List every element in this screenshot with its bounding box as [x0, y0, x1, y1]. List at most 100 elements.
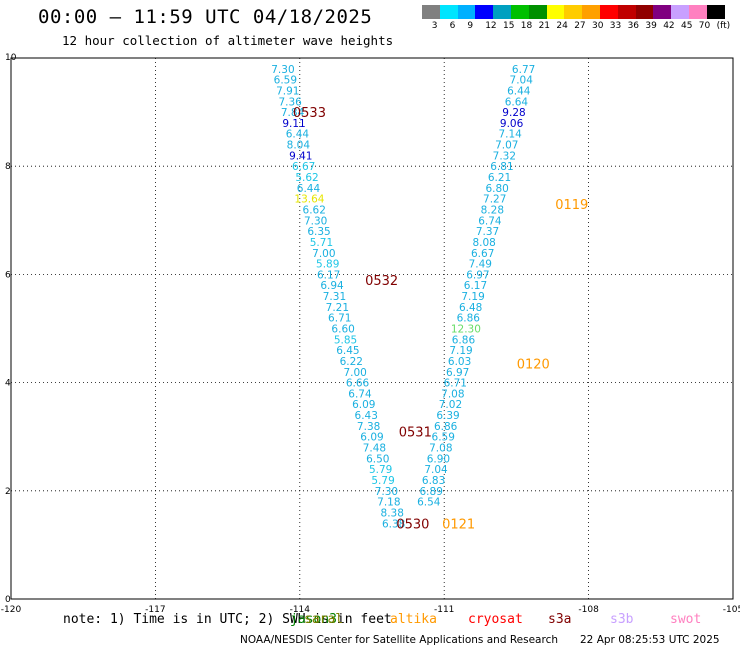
scale-swatch [511, 5, 530, 19]
data-point: 7.31 [323, 291, 346, 303]
data-point: 6.71 [328, 313, 351, 325]
data-point: 6.83 [422, 475, 445, 487]
data-point: 7.38 [357, 421, 380, 433]
data-point: 6.21 [488, 172, 511, 184]
x-tick-label: -105 [723, 605, 740, 615]
data-point: 9.28 [502, 107, 525, 119]
chart-title: 00:00 – 11:59 UTC 04/18/2025 [38, 6, 373, 28]
y-tick-label: 8 [5, 162, 11, 172]
data-point: 7.08 [429, 443, 452, 455]
scale-swatch [653, 5, 672, 19]
satellite-swot: swot [670, 612, 702, 627]
scale-label: 21 [538, 21, 551, 31]
y-tick-label: 4 [5, 379, 11, 389]
data-point: 6.35 [307, 226, 330, 238]
scale-swatch [546, 5, 565, 19]
data-point: 5.71 [310, 237, 333, 249]
y-tick-label: 0 [5, 595, 11, 605]
scale-swatch [493, 5, 512, 19]
scale-swatch [617, 5, 637, 19]
data-point: 5.62 [295, 172, 318, 184]
scale-label: 12 [485, 21, 497, 31]
data-point: 6.22 [340, 356, 363, 368]
satellite-s3b: s3b [610, 612, 634, 627]
data-point: 6.90 [427, 453, 450, 465]
data-point: 7.07 [495, 140, 518, 152]
scale-label: 30 [591, 21, 604, 31]
data-point: 8.28 [481, 204, 504, 216]
footer-timestamp: 22 Apr 08:25:53 UTC 2025 [580, 634, 720, 646]
data-point: 7.19 [449, 345, 472, 357]
scale-swatch [582, 5, 601, 19]
data-point: 6.86 [457, 313, 481, 325]
data-point: 6.97 [446, 367, 469, 379]
scale-label: (ft) [716, 21, 731, 31]
scale-label: 24 [556, 21, 568, 31]
x-tick-label: -120 [1, 605, 22, 615]
x-tick-label: -108 [578, 605, 599, 615]
data-point: 5.79 [369, 464, 392, 476]
data-point: 7.30 [304, 215, 327, 227]
data-point: 6.45 [336, 345, 359, 357]
scale-label: 33 [609, 21, 622, 31]
data-point: 8.04 [287, 140, 311, 152]
satellite-saral: saral [304, 612, 344, 627]
data-point: 7.02 [439, 399, 462, 411]
data-point: 6.09 [352, 399, 375, 411]
data-point: 9.41 [289, 150, 312, 162]
data-point: 13.64 [294, 194, 324, 206]
y-tick-label: 10 [5, 53, 17, 63]
scale-swatch [689, 5, 708, 19]
scale-label: 45 [680, 21, 693, 31]
data-point: 6.09 [360, 432, 383, 444]
scale-label: 27 [574, 21, 586, 31]
scale-label: 42 [663, 21, 675, 31]
data-point: 7.36 [278, 96, 302, 108]
data-point: 7.00 [312, 248, 335, 260]
data-point: 6.44 [286, 129, 310, 141]
data-point: 6.97 [466, 269, 489, 281]
data-point: 7.27 [483, 194, 506, 206]
footer-note: note: 1) Time is in UTC; 2) SWH is in fe… [63, 612, 392, 627]
orbit-time-label: 0530 [396, 517, 429, 532]
data-point: 7.91 [276, 85, 299, 97]
data-point: 6.54 [417, 497, 441, 509]
data-point: 7.32 [493, 150, 516, 162]
data-point: 6.86 [434, 421, 458, 433]
orbit-time-label: 0533 [293, 106, 326, 121]
data-point: 7.04 [510, 75, 534, 87]
scale-label: 6 [449, 21, 456, 31]
satellite-s3a: s3a [548, 612, 572, 627]
data-point: 8.08 [472, 237, 495, 249]
scale-label: 36 [627, 21, 640, 31]
chart-subtitle: 12 hour collection of altimeter wave hei… [62, 33, 394, 48]
data-point: 6.62 [303, 204, 326, 216]
data-point: 6.44 [507, 85, 531, 97]
data-point: 6.74 [478, 215, 502, 227]
data-point: 6.67 [292, 161, 315, 173]
data-point: 6.44 [297, 183, 321, 195]
scale-swatch [600, 5, 619, 19]
satellite-cryosat: cryosat [468, 612, 523, 627]
orbit-time-label: 0119 [555, 198, 588, 213]
orbit-time-label: 0532 [365, 274, 398, 289]
data-point: 6.43 [355, 410, 378, 422]
data-point: 7.84 [281, 107, 305, 119]
orbit-time-label: 0121 [442, 517, 475, 532]
scale-label: 3 [431, 21, 438, 31]
scale-swatch [528, 5, 548, 19]
data-point: 7.30 [375, 486, 398, 498]
data-point: 6.89 [420, 486, 443, 498]
data-point: 6.67 [471, 248, 494, 260]
data-point: 8.38 [381, 507, 404, 519]
x-tick-label: -111 [434, 605, 454, 615]
data-point: 6.03 [448, 356, 471, 368]
plot-frame [10, 57, 734, 600]
data-point: 12.30 [451, 324, 481, 336]
data-point: 6.59 [432, 432, 455, 444]
data-point: 9.11 [282, 118, 305, 130]
data-point: 6.60 [331, 324, 354, 336]
data-point: 7.18 [377, 497, 400, 509]
data-point: 7.19 [461, 291, 484, 303]
